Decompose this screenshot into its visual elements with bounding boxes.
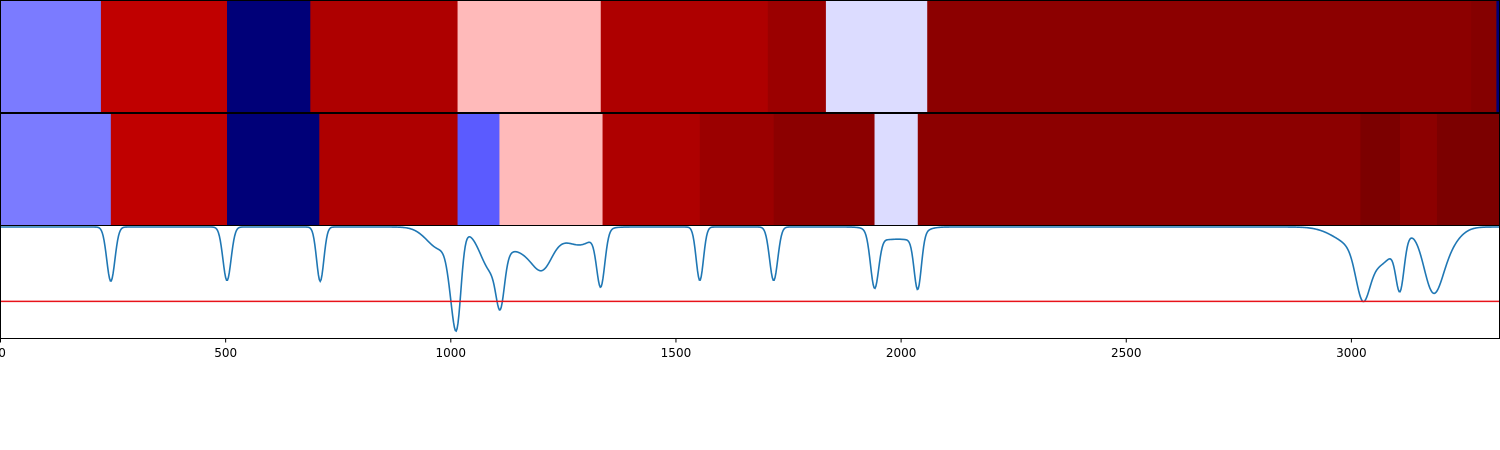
heatmap-row-2-segment-5 (457, 113, 501, 226)
heatmap-row-2-segment-3 (227, 113, 320, 226)
heatmap-row-2-segment-2 (110, 113, 228, 226)
x-tick-label: 1000 (436, 346, 467, 360)
heatmap-row-1-segment-9 (927, 0, 1472, 113)
heatmap-row-2-segment-11 (917, 113, 1362, 226)
heatmap-row-1-segment-8 (825, 0, 928, 113)
heatmap-row-2-segment-8 (699, 113, 775, 226)
heatmap-row-2-segment-1 (0, 113, 112, 226)
heatmap-row-2-segment-9 (773, 113, 876, 226)
heatmap-row-1-segment-3 (227, 0, 311, 113)
heatmap-row-1-segment-5 (457, 0, 602, 113)
heatmap-row-1-segment-4 (310, 0, 459, 113)
heatmap-row-1-segment-2 (100, 0, 228, 113)
heatmap-row-1 (0, 0, 1500, 113)
line-panel (0, 225, 1500, 339)
heatmap-row-2-segment-10 (874, 113, 919, 226)
x-tick-label: 2000 (886, 346, 917, 360)
heatmap-row-1-segment-7 (767, 0, 827, 113)
x-tick-label: 2500 (1111, 346, 1142, 360)
signal-series-line (0, 226, 1500, 333)
heatmap-row-2-segment-4 (319, 113, 459, 226)
heatmap-row-2 (0, 113, 1500, 226)
heatmap-row-1-segment-1 (0, 0, 102, 113)
x-tick-label: 3000 (1336, 346, 1367, 360)
heatmap-row-2-segment-12 (1360, 113, 1401, 226)
heatmap-row-2-segment-7 (602, 113, 701, 226)
x-axis: 0 500 1000 1500 2000 2500 3000 (0, 338, 1367, 360)
heatmap-row-2-segment-6 (499, 113, 604, 226)
x-tick-label: 0 (0, 346, 6, 360)
heatmap-row-1-segment-10 (1471, 0, 1497, 113)
heatmap-row-2-segment-14 (1436, 113, 1500, 226)
heatmap-row-2-segment-13 (1400, 113, 1438, 226)
line-panel-frame (0, 225, 1500, 339)
heatmap-row-1-segment-11 (1496, 0, 1500, 113)
heatmap-row-1-segment-6 (600, 0, 769, 113)
x-tick-label: 500 (214, 346, 237, 360)
x-tick-label: 1500 (661, 346, 692, 360)
